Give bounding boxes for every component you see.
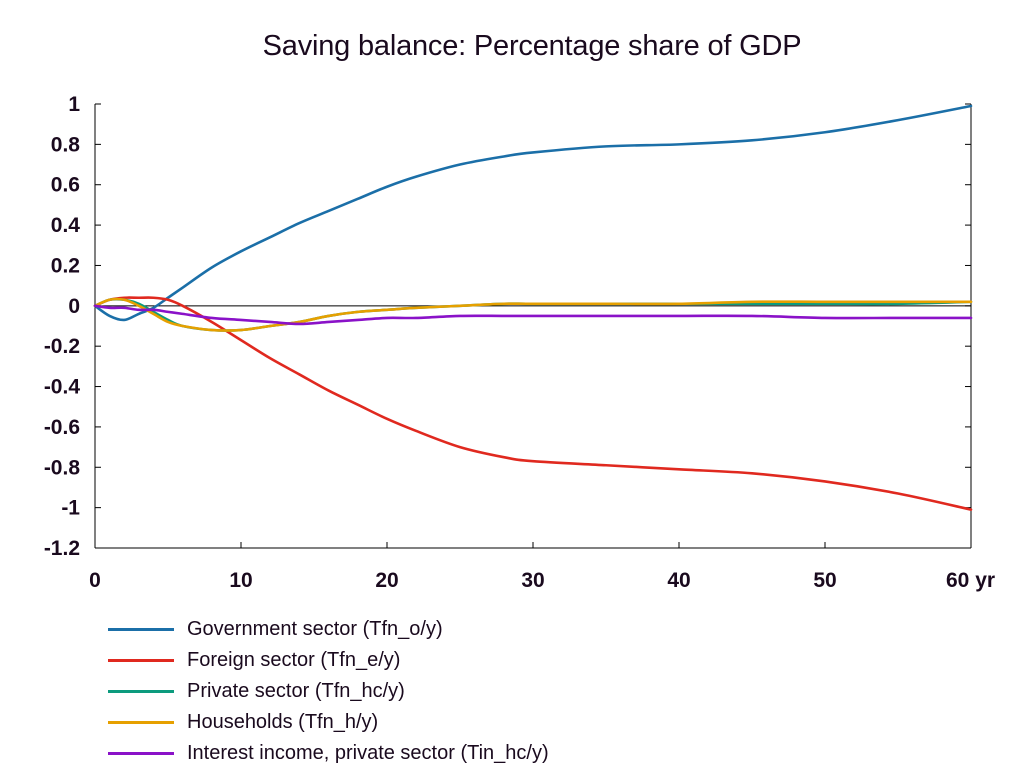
plot-frame (94, 103, 972, 549)
y-tick-label: -0.8 (44, 456, 81, 479)
legend-swatch (108, 690, 174, 693)
y-tick-label: -1 (61, 497, 80, 520)
x-tick-label: 50 (813, 569, 836, 592)
series-line-households (93, 297, 973, 332)
series-line-government-sector (93, 104, 973, 322)
y-tick-label: 0.4 (51, 214, 81, 237)
y-tick-label: 1 (68, 93, 80, 116)
legend-label: Foreign sector (Tfn_e/y) (187, 649, 401, 671)
series-layer (93, 104, 973, 511)
legend-swatch (108, 628, 174, 631)
y-tick-label: 0 (68, 295, 80, 318)
y-tick-label: 0.8 (51, 133, 81, 156)
axis-labels: 1 0.8 0.6 0.4 0.2 0 -0.2 -0.4 -0.6 -0.8 -1 -1.2 0 10 2… (44, 93, 995, 592)
y-tick-label: 0.6 (51, 174, 80, 197)
y-tick-label: -0.6 (44, 416, 80, 439)
legend-item: Foreign sector (Tfn_e/y) (108, 645, 549, 676)
x-tick-label: 30 (521, 569, 544, 592)
legend-swatch (108, 721, 174, 724)
legend: Government sector (Tfn_o/y) Foreign sect… (108, 614, 549, 769)
x-tick-label: 40 (667, 569, 690, 592)
x-tick-label: 60 yr (946, 569, 995, 592)
y-tick-label: -0.4 (44, 376, 81, 399)
x-tick-label: 0 (89, 569, 101, 592)
x-tick-label: 10 (229, 569, 252, 592)
legend-swatch (108, 752, 174, 755)
series-line-foreign-sector (93, 296, 973, 511)
legend-label: Private sector (Tfn_hc/y) (187, 680, 405, 702)
series-line-interest-income-private-sector (93, 304, 973, 326)
y-tick-label: 0.2 (51, 254, 80, 277)
legend-item: Interest income, private sector (Tin_hc/… (108, 738, 549, 769)
y-tick-label: -1.2 (44, 537, 80, 560)
legend-item: Government sector (Tfn_o/y) (108, 614, 549, 645)
legend-item: Private sector (Tfn_hc/y) (108, 676, 549, 707)
legend-swatch (108, 659, 174, 662)
legend-item: Households (Tfn_h/y) (108, 707, 549, 738)
chart-title: Saving balance: Percentage share of GDP (262, 30, 802, 62)
legend-label: Government sector (Tfn_o/y) (187, 618, 443, 640)
legend-label: Interest income, private sector (Tin_hc/… (187, 742, 549, 764)
legend-label: Households (Tfn_h/y) (187, 711, 379, 733)
y-tick-label: -0.2 (44, 335, 80, 358)
x-tick-label: 20 (375, 569, 398, 592)
